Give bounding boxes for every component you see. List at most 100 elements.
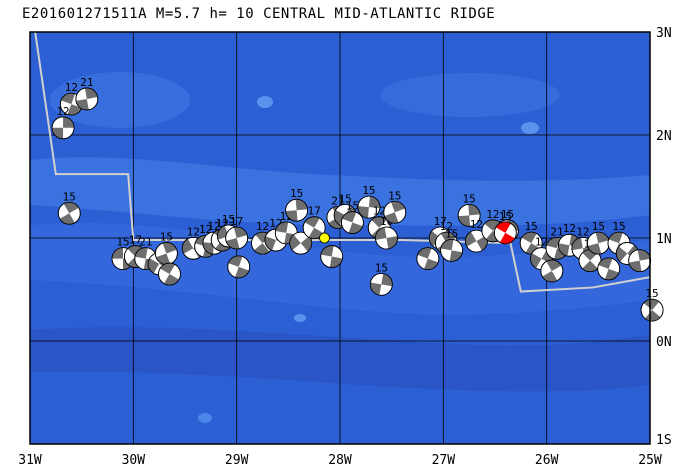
axis-tick-labels: 31W 30W 29W 28W 27W 26W 25W 3N 2N 1N 0N 1S (18, 26, 671, 468)
beachball-quadrant (484, 219, 501, 231)
mechanism-depth-label: 15 (346, 200, 359, 213)
focal-mechanism (227, 255, 251, 279)
mechanism-depth-label: 12 (470, 218, 483, 231)
bathymetry-rise (380, 73, 560, 117)
beachball-quadrant (275, 221, 289, 233)
bathymetry-rise (50, 72, 190, 128)
lon-tick-label: 28W (328, 453, 352, 468)
focal-mechanism (289, 231, 313, 255)
beachball-quadrant (582, 260, 598, 272)
lon-tick-label: 31W (18, 453, 42, 468)
lat-tick-label: 2N (656, 129, 672, 144)
beachball-outline (493, 221, 517, 245)
beachball-quadrant (542, 270, 558, 282)
beachball-quadrant (202, 242, 214, 255)
beachball-outline (289, 231, 313, 255)
beachball-quadrant (159, 263, 175, 275)
mechanism-depth-label: 15 (290, 187, 303, 200)
mechanism-depth-label: 12 (563, 222, 576, 235)
mechanism-depth-label: 12 (187, 225, 200, 238)
beachball-quadrant (429, 230, 441, 247)
beachball-quadrant (76, 98, 89, 110)
beachball-outline (457, 203, 481, 227)
beachball-quadrant (476, 235, 488, 251)
beachball-quadrant (127, 245, 144, 257)
focal-mechanism (158, 262, 181, 286)
lon-tick-label: 27W (432, 453, 456, 468)
bathymetry-seamount (198, 413, 212, 423)
mechanism-depth-label: 12 (576, 225, 589, 238)
beachball-quadrant (84, 87, 98, 99)
lat-tick-label: 1S (656, 433, 672, 448)
mechanism-depth-label: 15 (362, 184, 375, 197)
mechanism-depth-label: 15 (612, 220, 625, 233)
beachball-quadrant (458, 215, 471, 227)
beachball-quadrant (521, 232, 537, 244)
beachball-quadrant (530, 253, 542, 269)
beachball-quadrant (134, 247, 148, 259)
beachball-quadrant (371, 216, 388, 228)
beachball-quadrant (495, 221, 511, 233)
mechanism-depth-label: 12 (256, 220, 269, 233)
beachball-quadrant (468, 204, 481, 216)
beachball-outline (375, 226, 398, 250)
beachball-outline (158, 262, 181, 286)
beachball-quadrant (370, 282, 382, 296)
map-title: E201601271511A M=5.7 h= 10 CENTRAL MID-A… (22, 6, 496, 22)
beachball-outline (597, 257, 621, 281)
beachball-outline (320, 245, 344, 268)
mechanism-depth-label: 15 (499, 210, 512, 223)
beachball-quadrant (558, 243, 570, 257)
mechanism-depth-label: 15 (501, 208, 514, 221)
focal-mechanism: 15 (440, 227, 464, 262)
mechanism-depth-label: 12 (486, 208, 499, 221)
mechanism-depth-label: 17 (129, 234, 142, 247)
mechanism-depth-label: 21 (139, 236, 152, 249)
mechanism-depth-label: 15 (388, 189, 401, 202)
epicenter-marker (319, 232, 330, 244)
focal-mechanism: 15 (357, 184, 381, 219)
beachball-quadrant (182, 238, 194, 254)
focal-mechanism: 17 (225, 215, 249, 250)
lat-tick-label: 3N (656, 26, 672, 41)
beachball-quadrant (59, 213, 75, 225)
mechanism-depth-label: 17 (230, 215, 243, 228)
plate-boundary-line (34, 31, 651, 293)
map-frame (29, 31, 651, 445)
beachball-quadrant (616, 246, 628, 262)
beachball-quadrant (148, 258, 160, 274)
mechanism-depth-label: 15 (160, 230, 173, 243)
beachball-quadrant (320, 245, 334, 257)
mechanism-depth-label: 17 (434, 215, 447, 228)
main-event-layer: 15 (493, 210, 517, 245)
beachball-quadrant (300, 236, 312, 252)
beachball-outline (357, 195, 381, 219)
mechanism-depth-label: 21 (550, 225, 563, 238)
mechanism-depth-label: 15 (116, 236, 129, 249)
beachball-outline (369, 272, 393, 296)
bathymetry-seamount (521, 122, 539, 134)
beachball-quadrant (289, 234, 301, 251)
beachball-quadrant (499, 232, 515, 244)
beachball-quadrant (164, 274, 180, 286)
beachball-quadrant (628, 260, 642, 272)
focal-mechanism: 15 (383, 189, 407, 224)
mechanism-depth-label: 15 (339, 192, 352, 205)
focal-mechanism: 15 (457, 192, 481, 227)
mechanism-depth-label: 15 (525, 220, 538, 233)
mechanism-depth-label: 15 (222, 213, 235, 226)
mechanism-depth-label: 21 (80, 76, 93, 89)
beachball-outline (340, 211, 364, 234)
beachball-outline (464, 229, 488, 253)
lon-tick-label: 30W (122, 453, 146, 468)
mechanism-depth-label: 21 (331, 194, 344, 207)
bathymetry-seamount (294, 314, 306, 322)
beachball-quadrant (254, 243, 270, 255)
focal-mechanism: 15 (640, 287, 664, 322)
lon-tick-label: 26W (535, 453, 559, 468)
beachball-quadrant (381, 273, 393, 287)
beachball-outline (302, 216, 326, 240)
focal-mechanism: 15 (154, 230, 178, 265)
focal-mechanism: 12 (51, 105, 75, 140)
mechanism-depth-label: 12 (373, 205, 386, 218)
